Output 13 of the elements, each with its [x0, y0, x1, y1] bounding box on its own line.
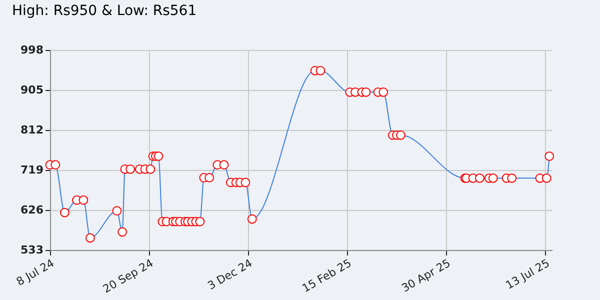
x-tick-label: 3 Dec 24 [205, 256, 255, 293]
y-tick-label: 998 [20, 44, 44, 56]
x-tick-label: 15 Feb 25 [300, 256, 354, 296]
x-tick-label: 20 Sep 24 [100, 256, 156, 296]
y-tick-label: 812 [20, 124, 44, 136]
chart-title: High: Rs950 & Low: Rs561 [12, 3, 197, 19]
x-tick-label: 30 Apr 25 [399, 256, 453, 295]
y-tick-label: 905 [20, 84, 44, 96]
y-tick-label: 533 [20, 244, 44, 256]
y-tick-label: 626 [20, 204, 44, 216]
x-tick-label: 13 Jul 25 [504, 256, 552, 292]
y-tick-label: 719 [20, 164, 44, 176]
x-tick-label: 8 Jul 24 [14, 256, 56, 289]
